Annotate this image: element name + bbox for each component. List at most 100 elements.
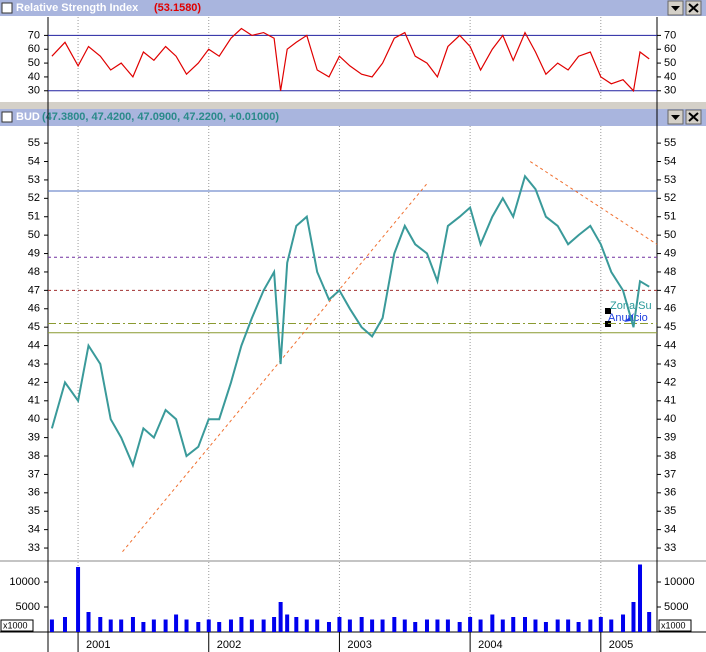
trend-line [122,183,428,553]
bar [576,622,581,632]
checkbox[interactable] [1,111,13,123]
bar [588,619,593,632]
y-tick-label: 44 [28,339,40,351]
annotation: Anuncio [608,312,648,324]
bar [555,619,560,632]
arrow-icon [671,115,680,120]
y-tick-label: 35 [28,505,40,517]
bar [457,622,462,632]
y-tick-label: 45 [664,321,676,333]
unit-label: x1000 [3,620,28,630]
y-tick-label: 49 [664,247,676,259]
bar [62,617,67,632]
y-tick-label: 43 [28,358,40,370]
y-tick-label: 10000 [664,576,695,588]
y-tick-label: 49 [28,247,40,259]
y-tick-label: 50 [28,57,40,69]
y-tick-label: 33 [664,542,676,554]
bar [294,617,299,632]
x-tick-label: 2001 [86,639,110,651]
bar [278,602,283,632]
bar [315,619,320,632]
bar [304,619,309,632]
bar [647,612,652,632]
bar [239,617,244,632]
x-tick-label: 2005 [609,639,633,651]
plot-layer [48,17,658,632]
y-tick-label: 46 [664,303,676,315]
bar [638,564,643,632]
y-tick-label: 54 [664,155,676,167]
y-tick-label: 34 [664,524,676,536]
bar [76,567,81,632]
y-tick-label: 47 [28,284,40,296]
y-tick-label: 48 [28,266,40,278]
bar [347,619,352,632]
bar [272,617,277,632]
bar [543,622,548,632]
bar [184,619,189,632]
checkbox[interactable] [1,2,13,14]
close-icon [688,3,699,13]
y-tick-label: 39 [664,432,676,444]
bar [380,619,385,632]
bar [413,622,418,632]
y-tick-label: 53 [28,174,40,186]
y-tick-label: 52 [664,192,676,204]
bar [598,617,603,632]
y-tick-label: 50 [28,229,40,241]
y-tick-label: 36 [664,487,676,499]
y-tick-label: 37 [664,468,676,480]
data-line [50,174,650,469]
y-tick-label: 60 [28,43,40,55]
marker [605,321,611,327]
bar [228,619,233,632]
bar [359,617,364,632]
bar [196,622,201,632]
panel-title: BUD [16,111,40,123]
bar [370,619,375,632]
y-tick-label: 44 [664,339,676,351]
y-tick-label: 54 [28,155,40,167]
y-tick-label: 70 [664,29,676,41]
annotation: Zona Su [610,300,652,312]
y-tick-label: 60 [664,43,676,55]
bar [49,619,54,632]
bar [424,619,429,632]
x-tick-label: 2004 [478,639,502,651]
y-tick-label: 40 [28,71,40,83]
y-tick-label: 34 [28,524,40,536]
bar [206,619,211,632]
bar [523,617,528,632]
y-tick-label: 39 [28,432,40,444]
bar [621,614,626,632]
data-line [51,27,650,93]
bar [130,617,135,632]
bar [631,602,636,632]
y-tick-label: 38 [664,450,676,462]
bar [435,619,440,632]
y-tick-label: 35 [664,505,676,517]
y-tick-label: 51 [664,211,676,223]
x-tick-label: 2002 [217,639,241,651]
y-tick-label: 55 [664,137,676,149]
bar [174,614,179,632]
bar [609,619,614,632]
trend-line [529,161,658,245]
panel-title: Relative Strength Index [16,2,139,14]
panel-value: (53.1580) [154,2,201,14]
y-tick-label: 52 [28,192,40,204]
y-tick-label: 30 [664,85,676,97]
bar [478,619,483,632]
bar [445,619,450,632]
y-tick-label: 50 [664,57,676,69]
y-tick-label: 41 [28,395,40,407]
bar [566,619,571,632]
y-tick-label: 36 [28,487,40,499]
bar [151,619,156,632]
close-icon [688,112,699,122]
bar [511,617,516,632]
arrow-icon [671,6,680,11]
y-tick-label: 47 [664,284,676,296]
bar [285,614,290,632]
